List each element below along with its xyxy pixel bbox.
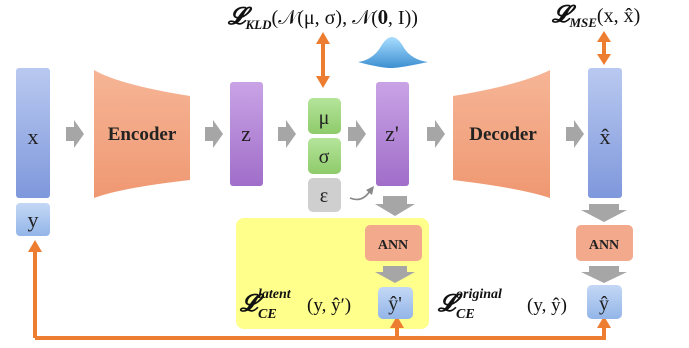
- latent-z-label: z: [241, 121, 251, 146]
- prediction-latent-label: ŷ': [388, 293, 402, 315]
- encoder-label: Encoder: [108, 124, 177, 145]
- mse-loss-formula: 𝓛MSE(x, x̂): [551, 2, 640, 30]
- mse-loss-arrow: [597, 31, 611, 65]
- arrow-up-to-y: [28, 240, 42, 252]
- decoder-block: [453, 70, 550, 198]
- mu-label: μ: [319, 107, 330, 129]
- input-x-label: x: [28, 124, 39, 149]
- epsilon-label: ε: [320, 185, 328, 207]
- kld-loss-arrow: [316, 32, 330, 88]
- kld-loss-formula: 𝓛KLD(𝒩(μ, σ), 𝒩(𝟎, I)): [227, 4, 418, 32]
- ce-original-loss-formula: 𝓛 original CE (y, ŷ): [437, 287, 567, 322]
- svg-text:CE: CE: [258, 307, 277, 322]
- epsilon-arrow-head: [366, 186, 374, 195]
- ce-latent-loss-formula: 𝓛 latent CE (y, ŷ′): [239, 287, 351, 322]
- reconstruction-x-hat-label: x̂: [600, 124, 611, 149]
- reconstruction-x-hat-box: [588, 68, 622, 198]
- ann-latent-box: [365, 225, 422, 261]
- svg-text:(y, ŷ′): (y, ŷ′): [307, 295, 351, 316]
- latent-z-box: [230, 82, 263, 186]
- svg-text:CE: CE: [456, 307, 475, 322]
- svg-text:original: original: [456, 287, 502, 302]
- ann-latent-label: ANN: [378, 238, 408, 253]
- label-y-box: [16, 203, 50, 236]
- ann-original-label: ANN: [589, 238, 619, 253]
- arrow-up-to-yhat-original: [597, 316, 611, 328]
- decoder-label: Decoder: [469, 124, 537, 145]
- svg-text:(y, ŷ): (y, ŷ): [527, 295, 567, 316]
- sigma-box: [308, 138, 341, 174]
- latent-z-prime-label: z': [385, 121, 399, 146]
- mu-box: [308, 98, 341, 134]
- prediction-original-label: ŷ: [599, 293, 609, 315]
- prediction-latent-box: [378, 287, 413, 319]
- label-y-text: y: [28, 207, 39, 232]
- svg-text:latent: latent: [258, 287, 292, 302]
- arrow-up-to-yhat-latent: [390, 316, 404, 328]
- ann-original-box: [576, 225, 633, 261]
- latent-z-prime-box: [376, 82, 409, 186]
- input-x-box: [16, 68, 50, 198]
- encoder-block: [94, 70, 190, 198]
- epsilon-arrow: [349, 190, 371, 201]
- flow-arrows: [66, 120, 627, 283]
- sigma-label: σ: [319, 146, 330, 168]
- prediction-original-box: [587, 285, 622, 319]
- epsilon-box: [308, 178, 341, 212]
- gaussian-distribution-icon: [358, 37, 428, 68]
